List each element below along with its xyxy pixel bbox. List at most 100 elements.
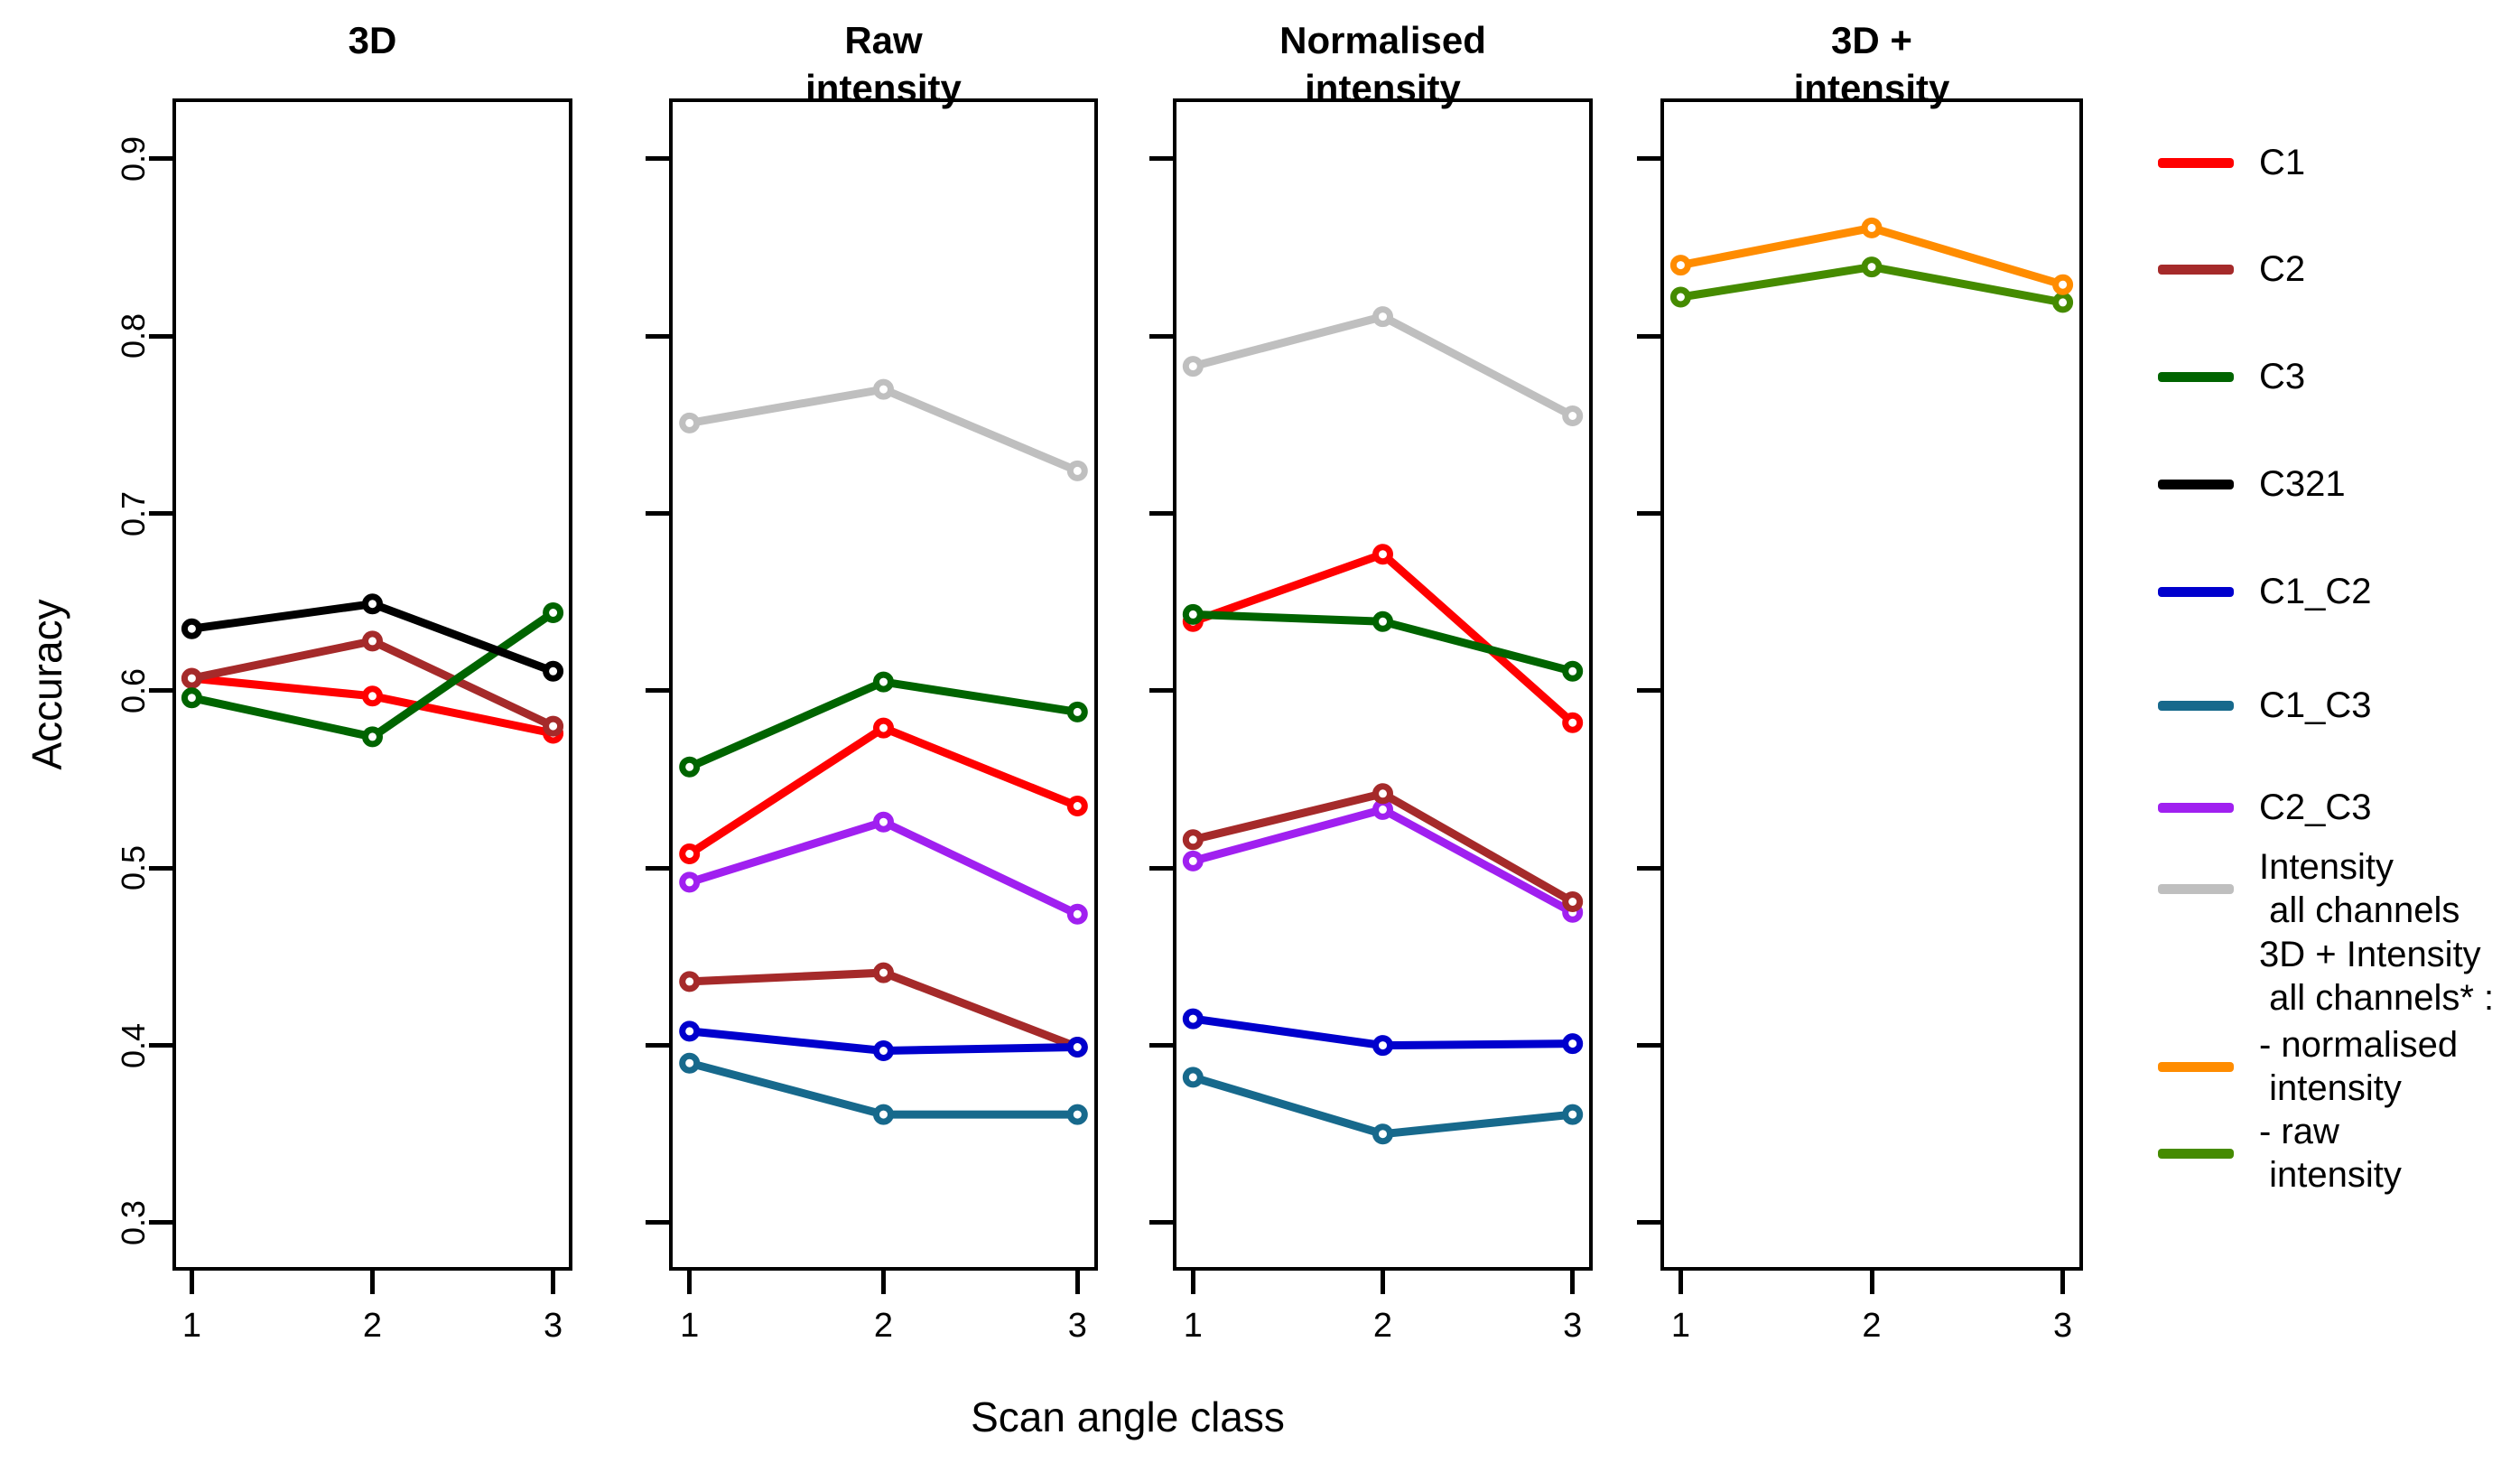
legend-label-norm_intensity: - normalised intensity bbox=[2259, 1025, 2459, 1108]
x-tick-label: 1 bbox=[181, 1307, 201, 1345]
y-tick bbox=[646, 1220, 669, 1225]
y-tick bbox=[1149, 1043, 1173, 1048]
y-tick-label: 0.8 bbox=[115, 313, 152, 359]
x-tick-label: 3 bbox=[2053, 1307, 2073, 1345]
panel-title-1: 3D bbox=[348, 19, 397, 61]
data-point-C1_C3-x2 bbox=[873, 1104, 894, 1125]
legend-swatch-C1 bbox=[2158, 157, 2234, 168]
data-point-norm_intensity-x1 bbox=[1669, 255, 1691, 276]
legend-label-C1_C2: C1_C2 bbox=[2259, 572, 2372, 611]
data-point-intensity_all-x3 bbox=[1562, 405, 1584, 426]
data-point-C1-x2 bbox=[362, 685, 383, 707]
x-tick-label: 2 bbox=[1372, 1307, 1393, 1345]
data-point-C2-x2 bbox=[1372, 783, 1393, 805]
y-tick bbox=[1149, 688, 1173, 694]
series-line-C1 bbox=[1191, 549, 1576, 726]
x-tick bbox=[1190, 1271, 1195, 1294]
data-point-C1_C2-x1 bbox=[679, 1020, 701, 1042]
legend-label-raw_intensity: - raw intensity bbox=[2259, 1112, 2402, 1195]
y-tick-label: 0.4 bbox=[115, 1022, 152, 1068]
legend-swatch-C1_C3 bbox=[2158, 700, 2234, 711]
y-tick-label: 0.6 bbox=[115, 667, 152, 713]
legend-swatch-C2_C3 bbox=[2158, 802, 2234, 813]
y-tick bbox=[1149, 1220, 1173, 1225]
data-point-C2-x2 bbox=[873, 962, 894, 983]
data-point-C1_C3-x3 bbox=[1066, 1104, 1088, 1125]
data-point-raw_intensity-x2 bbox=[1861, 256, 1883, 278]
plot-surface bbox=[1669, 217, 2074, 313]
data-point-C1_C2-x2 bbox=[1372, 1035, 1393, 1057]
y-tick bbox=[1149, 156, 1173, 162]
y-tick bbox=[1149, 511, 1173, 517]
legend-label-C2_C3: C2_C3 bbox=[2259, 787, 2372, 827]
y-tick bbox=[1637, 1220, 1660, 1225]
plot-surface bbox=[679, 378, 1088, 1125]
x-tick-label: 3 bbox=[544, 1307, 563, 1345]
data-point-C3-x1 bbox=[679, 756, 701, 778]
data-point-C2-x3 bbox=[1562, 891, 1584, 912]
legend-label-C321: C321 bbox=[2259, 464, 2346, 504]
data-point-C1_C3-x1 bbox=[679, 1052, 701, 1074]
data-point-C1_C2-x3 bbox=[1562, 1033, 1584, 1055]
legend-label-intensity_all: Intensity all channels bbox=[2259, 847, 2460, 930]
y-axis-title: Accuracy bbox=[23, 599, 70, 770]
legend-label-C2: C2 bbox=[2259, 249, 2306, 289]
data-point-C1_C2-x2 bbox=[873, 1040, 894, 1061]
data-point-C1-x2 bbox=[1372, 544, 1393, 565]
panel-title-3: Normalised intensity bbox=[1279, 19, 1486, 109]
y-tick-label: 0.9 bbox=[115, 135, 152, 182]
series-line-C2_C3 bbox=[688, 817, 1080, 918]
data-point-C1-x1 bbox=[679, 843, 701, 864]
y-tick bbox=[1637, 156, 1660, 162]
x-tick bbox=[551, 1271, 556, 1294]
y-tick bbox=[149, 511, 172, 517]
data-point-norm_intensity-x3 bbox=[2052, 274, 2074, 295]
legend-label-C1_C3: C1_C3 bbox=[2259, 685, 2372, 725]
x-tick-label: 1 bbox=[680, 1307, 700, 1345]
data-point-raw_intensity-x3 bbox=[2052, 292, 2074, 313]
data-point-C3-x2 bbox=[1372, 610, 1393, 632]
data-point-norm_intensity-x2 bbox=[1861, 217, 1883, 238]
data-point-intensity_all-x2 bbox=[873, 378, 894, 400]
series-line-C1 bbox=[687, 723, 1079, 858]
data-point-intensity_all-x1 bbox=[1182, 356, 1204, 377]
x-tick bbox=[1869, 1271, 1874, 1294]
x-tick bbox=[687, 1271, 693, 1294]
data-point-C3-x3 bbox=[1066, 701, 1088, 722]
y-tick bbox=[149, 688, 172, 694]
data-point-intensity_all-x2 bbox=[1372, 306, 1393, 328]
legend-label-C1: C1 bbox=[2259, 143, 2306, 182]
data-point-C2_C3-x2 bbox=[1372, 798, 1393, 820]
x-tick bbox=[1570, 1271, 1576, 1294]
data-point-C3-x3 bbox=[1562, 660, 1584, 682]
x-tick-label: 1 bbox=[1183, 1307, 1203, 1345]
data-point-raw_intensity-x1 bbox=[1669, 286, 1691, 308]
data-point-C1_C3-x1 bbox=[1182, 1067, 1204, 1088]
data-point-C3-x2 bbox=[362, 726, 383, 748]
x-tick bbox=[881, 1271, 886, 1294]
data-point-C3-x3 bbox=[543, 602, 564, 623]
data-point-C2_C3-x3 bbox=[1066, 903, 1088, 925]
x-tick-label: 2 bbox=[1862, 1307, 1882, 1345]
data-point-C1-x3 bbox=[1066, 796, 1088, 816]
plot-panel-2 bbox=[669, 98, 1098, 1271]
data-point-C2-x2 bbox=[362, 630, 383, 652]
y-tick bbox=[1637, 333, 1660, 339]
panel-title-2: Raw intensity bbox=[805, 19, 962, 109]
x-tick bbox=[1678, 1271, 1683, 1294]
y-tick bbox=[646, 688, 669, 694]
y-tick bbox=[149, 1220, 172, 1225]
y-tick bbox=[149, 156, 172, 162]
data-point-C2_C3-x1 bbox=[1182, 850, 1204, 871]
x-tick bbox=[1381, 1271, 1385, 1294]
data-point-C321-x2 bbox=[362, 593, 383, 615]
data-point-C2-x1 bbox=[679, 971, 701, 992]
y-tick bbox=[646, 333, 669, 339]
data-point-C2_C3-x2 bbox=[873, 811, 894, 833]
y-tick bbox=[149, 865, 172, 871]
data-point-C3-x1 bbox=[181, 687, 202, 709]
data-point-C2-x1 bbox=[1182, 829, 1204, 851]
x-tick bbox=[370, 1271, 375, 1294]
legend-swatch-C3 bbox=[2158, 371, 2234, 382]
y-tick bbox=[1637, 865, 1660, 871]
